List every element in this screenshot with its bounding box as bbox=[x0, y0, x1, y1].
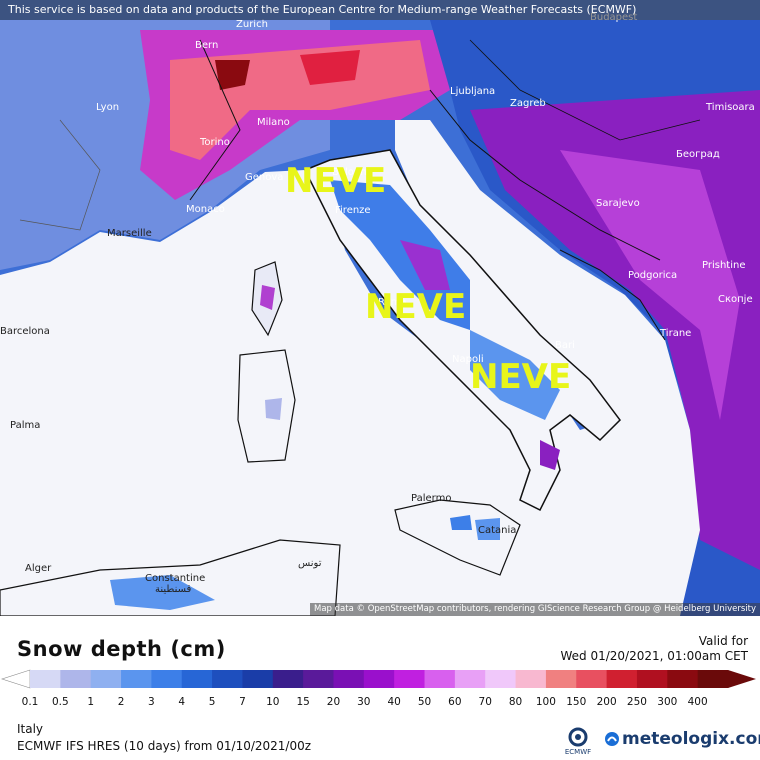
ecmwf-logo-text: ECMWF bbox=[565, 748, 591, 756]
city-prishtine: Prishtine bbox=[702, 260, 745, 271]
colorbar-tick-label: 250 bbox=[627, 696, 647, 708]
city-lyon: Lyon bbox=[96, 102, 119, 113]
colorbar-segment bbox=[485, 670, 517, 688]
city-timisoara: Timisoara bbox=[705, 102, 755, 113]
colorbar-tick-label: 15 bbox=[296, 696, 309, 708]
colorbar-segment bbox=[90, 670, 122, 688]
colorbar-segment bbox=[272, 670, 304, 688]
city-napoli: Napoli bbox=[452, 354, 484, 365]
city-palma: Palma bbox=[10, 420, 40, 431]
colorbar-segment bbox=[697, 670, 729, 688]
ecmwf-logo-icon: ECMWF bbox=[565, 727, 591, 756]
neve-label-center: NEVE bbox=[365, 287, 466, 327]
border-line bbox=[189, 39, 241, 201]
colorbar-segment bbox=[636, 670, 668, 688]
neve-label-south: NEVE bbox=[470, 357, 571, 397]
city-barcelona: Barcelona bbox=[0, 326, 50, 337]
city-bari: Bari bbox=[555, 340, 575, 351]
colorbar-tick-label: 150 bbox=[566, 696, 586, 708]
city-firenze: Firenze bbox=[335, 205, 371, 216]
colorbar-segment bbox=[424, 670, 456, 688]
colorbar-tick-label: 0.1 bbox=[22, 696, 39, 708]
city-zurich: Zurich bbox=[236, 19, 268, 30]
city-catania: Catania bbox=[478, 525, 516, 536]
colorbar-tick-label: 40 bbox=[387, 696, 400, 708]
brand-name[interactable]: meteologix.com bbox=[622, 729, 760, 749]
colorbar-tick-label: 400 bbox=[688, 696, 708, 708]
valid-label: Valid for bbox=[698, 634, 748, 648]
city-constantine: Constantine bbox=[145, 573, 205, 584]
sicily bbox=[394, 499, 521, 576]
colorbar-segment bbox=[667, 670, 699, 688]
city-milano: Milano bbox=[257, 117, 290, 128]
colorbar-segment bbox=[30, 670, 61, 688]
colorbar-tick-label: 200 bbox=[597, 696, 617, 708]
colorbar-right-arrow bbox=[728, 670, 756, 688]
colorbar-tick-label: 100 bbox=[536, 696, 556, 708]
city-alger: Alger bbox=[25, 563, 52, 574]
colorbar-tick-label: 5 bbox=[209, 696, 216, 708]
colorbar-segment bbox=[394, 670, 426, 688]
city-bern: Bern bbox=[195, 40, 218, 51]
colorbar-tick-label: 20 bbox=[327, 696, 340, 708]
city-monaco: Monaco bbox=[186, 204, 225, 215]
colorbar-segment bbox=[454, 670, 486, 688]
colorbar-segment bbox=[242, 670, 274, 688]
region-label: Italy bbox=[17, 722, 44, 736]
apennines-snow bbox=[330, 180, 470, 330]
neve-overlay: NEVE NEVE NEVE bbox=[285, 161, 571, 397]
colorbar-segment bbox=[121, 670, 152, 688]
colorbar-tick-label: 30 bbox=[357, 696, 370, 708]
colorbar-segment bbox=[333, 670, 365, 688]
colorbar-segment bbox=[545, 670, 577, 688]
city-sarajevo: Sarajevo bbox=[596, 198, 640, 209]
colorbar-segment bbox=[515, 670, 547, 688]
city-labels: Zurich Bern Lyon Milano Torino Genova Mo… bbox=[0, 12, 755, 595]
meteologix-logo-icon bbox=[605, 732, 619, 746]
map-attribution[interactable]: Map data © OpenStreetMap contributors, r… bbox=[310, 603, 760, 616]
colorbar-tick-label: 300 bbox=[657, 696, 677, 708]
city-genova: Genova bbox=[245, 172, 283, 183]
colorbar-tick-label: 0.5 bbox=[52, 696, 69, 708]
colorbar-segment bbox=[363, 670, 395, 688]
city-roma: Roma bbox=[378, 297, 407, 308]
colorbar: 0.1 0.5 1 2 3 4 5 7 10 15 20 30 40 50 60 70 80 100 150 200 2… bbox=[1, 669, 756, 708]
city-palermo: Palermo bbox=[411, 493, 451, 504]
model-info: ECMWF IFS HRES (10 days) from 01/10/2021… bbox=[17, 739, 312, 753]
city-belgrade: Београд bbox=[676, 149, 720, 160]
colorbar-segment bbox=[303, 670, 334, 688]
city-torino: Torino bbox=[199, 137, 230, 148]
snow-depth-map[interactable]: Zurich Bern Lyon Milano Torino Genova Mo… bbox=[0, 0, 760, 616]
legend-title: Snow depth (cm) bbox=[17, 637, 226, 661]
valid-date: Wed 01/20/2021, 01:00am CET bbox=[560, 649, 749, 663]
colorbar-segment bbox=[606, 670, 638, 688]
colorbar-tick-label: 50 bbox=[418, 696, 431, 708]
ecmwf-notice: This service is based on data and produc… bbox=[0, 0, 760, 20]
colorbar-tick-label: 4 bbox=[178, 696, 185, 708]
colorbar-tick-label: 3 bbox=[148, 696, 155, 708]
colorbar-segment bbox=[576, 670, 608, 688]
city-marseille: Marseille bbox=[107, 228, 152, 239]
colorbar-left-arrow bbox=[1, 669, 31, 689]
colorbar-tick-label: 70 bbox=[479, 696, 492, 708]
colorbar-tick-label: 2 bbox=[118, 696, 125, 708]
colorbar-segment bbox=[181, 670, 213, 688]
colorbar-tick-label: 80 bbox=[509, 696, 522, 708]
city-zagreb: Zagreb bbox=[510, 98, 546, 109]
city-constantine-ar: قسنطينة bbox=[155, 584, 192, 595]
colorbar-tick-label: 1 bbox=[87, 696, 94, 708]
colorbar-tick-label: 7 bbox=[239, 696, 246, 708]
city-ljubljana: Ljubljana bbox=[450, 86, 495, 97]
neve-label-north: NEVE bbox=[285, 161, 386, 201]
city-bologna: Bologna bbox=[332, 167, 373, 178]
colorbar-segment bbox=[60, 670, 92, 688]
city-tirane: Tirane bbox=[659, 328, 691, 339]
colorbar-tick-label: 10 bbox=[266, 696, 279, 708]
colorbar-segment bbox=[151, 670, 183, 688]
city-tunis: تونس bbox=[298, 558, 322, 569]
city-skopje: Скопје bbox=[718, 293, 753, 305]
colorbar-segment bbox=[212, 670, 243, 688]
city-podgorica: Podgorica bbox=[628, 270, 677, 281]
colorbar-tick-label: 60 bbox=[448, 696, 461, 708]
